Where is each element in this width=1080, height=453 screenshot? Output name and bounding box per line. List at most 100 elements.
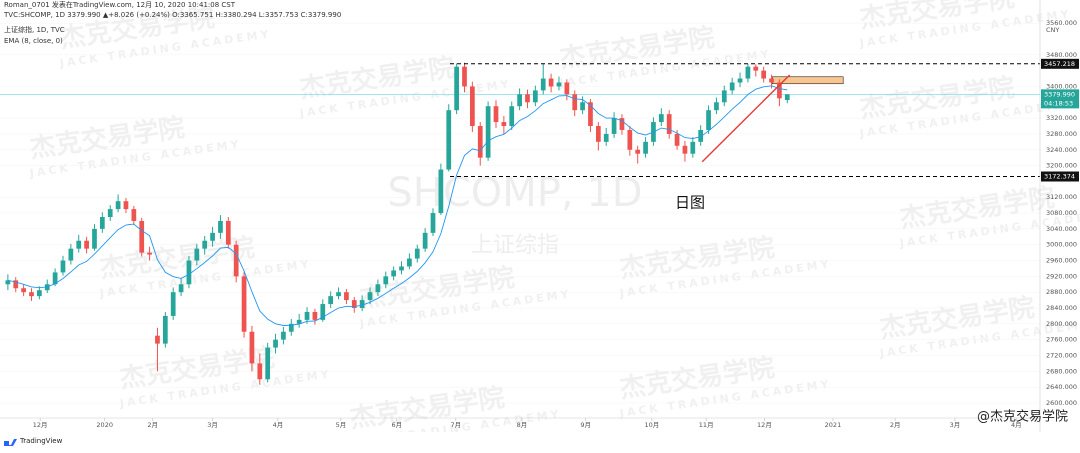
author-line: Roman_0701 发表在TradingView.com, 12月 10, 2… bbox=[4, 0, 236, 9]
candle-body bbox=[446, 110, 452, 170]
candle-body bbox=[611, 118, 617, 134]
x-tick-label: 12月 bbox=[33, 421, 48, 429]
candle-body bbox=[580, 102, 585, 111]
candle-body bbox=[438, 169, 444, 214]
candle-body bbox=[351, 300, 357, 309]
candle-body bbox=[493, 106, 499, 123]
candle-body bbox=[218, 220, 223, 233]
footer bbox=[0, 432, 1080, 449]
candle-body bbox=[21, 288, 26, 293]
candle-body bbox=[477, 126, 483, 158]
y-tick-label: 2760.000 bbox=[1046, 336, 1077, 344]
candle-body bbox=[784, 94, 790, 100]
candle-body bbox=[328, 296, 334, 305]
candle-body bbox=[690, 141, 696, 154]
candle-body bbox=[139, 220, 145, 253]
y-tick-label: 3200.000 bbox=[1046, 162, 1077, 170]
unit-label: CNY bbox=[1046, 26, 1059, 34]
candle-body bbox=[115, 201, 121, 210]
candle-body bbox=[761, 70, 767, 79]
candle-body bbox=[92, 228, 97, 249]
candle-body bbox=[344, 292, 349, 301]
candle-body bbox=[37, 290, 42, 297]
last-price-box bbox=[1041, 89, 1079, 109]
series-line: 上证综指, 1D, TVC bbox=[4, 25, 65, 34]
candle-body bbox=[225, 220, 231, 245]
candle-body bbox=[336, 292, 341, 297]
y-tick-label: 3320.000 bbox=[1046, 114, 1077, 122]
candle-body bbox=[312, 311, 318, 320]
x-tick-label: 6月 bbox=[391, 421, 402, 429]
level-label: 3457.218 bbox=[1044, 60, 1075, 68]
candle-body bbox=[399, 266, 404, 271]
x-tick-label: 7月 bbox=[451, 421, 462, 429]
candle-body bbox=[603, 133, 609, 142]
candle-body bbox=[548, 78, 554, 87]
candle-body bbox=[674, 133, 680, 146]
candle-body bbox=[123, 201, 129, 210]
candle-body bbox=[407, 258, 412, 267]
candle-body bbox=[265, 347, 271, 380]
candle-body bbox=[556, 82, 562, 87]
ema-line bbox=[7, 85, 788, 326]
candle-body bbox=[131, 209, 137, 221]
x-tick-label: 11月 bbox=[699, 421, 714, 429]
candle-body bbox=[777, 82, 782, 99]
candle-body bbox=[304, 311, 310, 320]
candle-body bbox=[658, 114, 664, 123]
y-tick-label: 2920.000 bbox=[1046, 272, 1077, 280]
candle-body bbox=[233, 244, 239, 277]
x-tick-label: 3月 bbox=[207, 421, 218, 429]
candle-body bbox=[29, 292, 34, 297]
candle-body bbox=[714, 102, 719, 111]
candle-body bbox=[383, 276, 389, 285]
x-tick-label: 5月 bbox=[336, 421, 347, 429]
candle-body bbox=[281, 331, 286, 340]
candle-body bbox=[414, 248, 420, 259]
y-tick-label: 2640.000 bbox=[1046, 383, 1077, 391]
x-tick-label: 3月 bbox=[950, 421, 961, 429]
countdown: 04:18:53 bbox=[1044, 99, 1073, 107]
candle-body bbox=[454, 66, 459, 111]
last-price-label: 3379.990 bbox=[1044, 90, 1075, 98]
candle-body bbox=[273, 339, 278, 348]
y-tick-label: 3560.000 bbox=[1046, 19, 1077, 27]
candle-body bbox=[107, 209, 113, 218]
candle-body bbox=[564, 82, 570, 95]
candle-body bbox=[13, 280, 19, 289]
candle-body bbox=[76, 240, 82, 249]
candle-body bbox=[509, 106, 515, 127]
candle-body bbox=[257, 363, 263, 380]
candle-body bbox=[737, 78, 743, 83]
candle-body bbox=[249, 331, 255, 364]
candle-body bbox=[721, 90, 727, 103]
x-tick-label: 2月 bbox=[890, 421, 901, 429]
level-label-box bbox=[1041, 171, 1079, 182]
candle-body bbox=[288, 323, 294, 332]
candle-body bbox=[367, 292, 373, 301]
candle-body bbox=[147, 252, 152, 255]
y-tick-label: 3280.000 bbox=[1046, 130, 1077, 138]
candle-body bbox=[391, 270, 397, 277]
y-tick-label: 3000.000 bbox=[1046, 241, 1077, 249]
candle-body bbox=[430, 213, 436, 233]
x-tick-label: 9月 bbox=[580, 421, 591, 429]
candle-body bbox=[296, 319, 302, 324]
candle-body bbox=[375, 284, 381, 293]
level-label-box bbox=[1041, 58, 1079, 69]
candle-body bbox=[52, 272, 58, 285]
candle-body bbox=[745, 66, 751, 79]
y-tick-label: 2840.000 bbox=[1046, 304, 1077, 312]
candle-body bbox=[635, 149, 641, 154]
candle-body bbox=[5, 280, 11, 285]
candle-body bbox=[99, 217, 105, 229]
candle-body bbox=[470, 86, 475, 127]
x-tick-label: 2021 bbox=[825, 421, 842, 429]
candle-body bbox=[485, 106, 491, 158]
trendline bbox=[701, 74, 791, 163]
y-tick-label: 2880.000 bbox=[1046, 288, 1077, 296]
y-tick-label: 2600.000 bbox=[1046, 399, 1077, 407]
y-tick-label: 3400.000 bbox=[1046, 82, 1077, 90]
candle-body bbox=[525, 94, 530, 103]
candle-body bbox=[194, 248, 200, 261]
